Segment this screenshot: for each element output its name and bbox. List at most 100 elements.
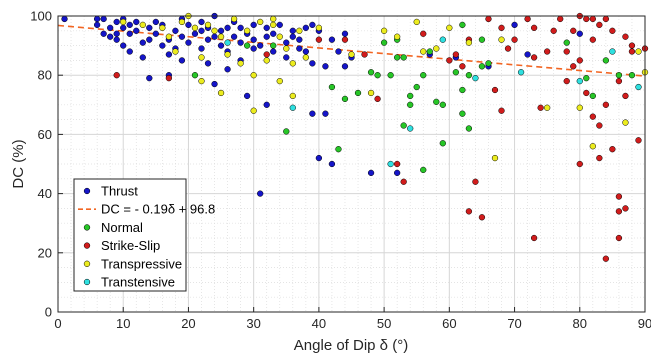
point-thrust [146,24,153,31]
point-transpressive [172,48,179,55]
point-thrust [322,63,329,70]
point-thrust [146,36,153,43]
point-transtensive [224,39,231,46]
point-strike-slip [615,77,623,85]
point-strike-slip [113,72,120,79]
point-transpressive [263,57,270,64]
point-thrust [394,169,401,177]
point-thrust [511,21,518,29]
legend-label: Thrust [101,184,138,199]
point-normal [452,69,460,76]
point-normal [243,42,251,49]
point-transpressive [498,36,505,43]
point-thrust [283,54,290,61]
series-transpressive [120,12,649,162]
x-axis-label: Angle of Dip δ (°) [294,337,408,354]
point-thrust [198,45,205,52]
point-strike-slip [361,51,368,58]
x-tick-label: 70 [507,316,521,331]
point-strike-slip [583,15,590,23]
point-thrust [107,33,114,40]
point-thrust [172,27,179,34]
point-strike-slip [498,107,505,114]
point-transpressive [270,15,277,23]
point-transpressive [270,21,277,29]
point-thrust [100,30,107,37]
point-normal [433,98,440,105]
point-strike-slip [583,89,590,97]
point-strike-slip [478,214,486,221]
point-transpressive [250,72,257,79]
point-thrust [250,21,257,29]
point-strike-slip [459,63,466,70]
point-normal [394,54,401,61]
point-normal [439,101,446,108]
point-transtensive [517,69,525,76]
point-strike-slip [609,27,616,34]
point-thrust [237,24,244,31]
point-normal [478,63,486,70]
point-strike-slip [511,36,518,43]
point-normal [615,72,623,79]
point-thrust [230,33,238,40]
series-strike-slip [113,12,649,262]
point-normal [420,72,427,79]
point-thrust [126,21,133,29]
point-strike-slip [563,77,570,85]
point-thrust [250,36,257,43]
legend-marker [83,224,91,231]
y-tick-label: 80 [38,68,52,83]
point-transpressive [198,77,205,85]
point-strike-slip [589,113,596,120]
y-tick-label: 40 [38,186,52,201]
point-strike-slip [315,36,323,43]
legend-marker [83,278,91,286]
series-transtensive [224,36,642,168]
point-normal [413,83,420,91]
x-tick-label: 40 [312,316,326,331]
point-strike-slip [602,255,610,262]
data-points [61,12,649,262]
point-normal [478,36,486,43]
point-strike-slip [557,15,564,23]
point-transpressive [139,21,146,29]
x-tick-label: 60 [442,316,456,331]
series-normal [191,21,636,174]
point-transtensive [439,36,446,43]
point-strike-slip [596,21,603,29]
point-thrust [61,15,68,23]
point-transtensive [635,83,642,91]
point-thrust [263,33,270,40]
point-thrust [270,48,277,55]
point-normal [400,54,407,61]
point-transpressive [165,33,173,40]
point-strike-slip [524,15,531,23]
point-thrust [139,39,146,46]
point-strike-slip [622,92,629,100]
point-thrust [296,36,303,43]
point-normal [485,60,492,67]
point-thrust [296,45,303,52]
point-thrust [133,27,140,34]
point-thrust [250,45,257,52]
point-normal [367,69,375,76]
point-thrust [224,24,231,31]
point-thrust [198,18,205,26]
point-transpressive [491,154,499,162]
point-transpressive [289,60,296,67]
point-normal [439,140,446,147]
point-normal [628,72,636,79]
point-thrust [120,24,127,31]
y-axis-label: DC (%) [10,139,27,188]
point-strike-slip [485,15,492,23]
point-normal [328,83,336,91]
point-thrust [315,154,323,162]
point-thrust [113,36,120,43]
legend-label: Transtensive [101,275,175,290]
point-normal [374,72,381,79]
point-transpressive [204,21,212,29]
point-transpressive [315,24,323,31]
legend-label: DC = - 0.19δ + 96.8 [101,202,215,217]
point-thrust [211,80,218,88]
point-transpressive [465,39,473,46]
